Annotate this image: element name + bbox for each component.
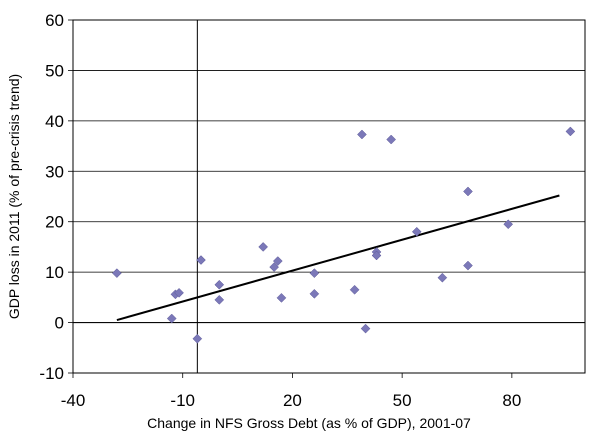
y-tick-label: 50 bbox=[45, 61, 64, 80]
y-tick-label: 20 bbox=[45, 213, 64, 232]
data-point bbox=[360, 323, 371, 334]
data-point bbox=[565, 126, 576, 137]
data-point bbox=[112, 268, 122, 279]
data-point bbox=[463, 260, 473, 271]
y-tick-label: -10 bbox=[39, 364, 64, 383]
data-point bbox=[214, 295, 225, 305]
data-point bbox=[174, 287, 184, 298]
data-point bbox=[309, 288, 320, 299]
x-tick-label: 50 bbox=[393, 391, 412, 410]
data-point bbox=[272, 256, 283, 266]
x-tick-label: 80 bbox=[502, 391, 521, 410]
data-point bbox=[371, 250, 382, 261]
data-point bbox=[349, 284, 360, 295]
data-point bbox=[192, 333, 203, 344]
data-points bbox=[112, 126, 576, 344]
data-point bbox=[309, 268, 320, 279]
y-tick-label: 10 bbox=[45, 263, 64, 282]
data-point bbox=[258, 242, 269, 252]
data-point bbox=[196, 255, 206, 265]
y-tick-label: 0 bbox=[55, 314, 64, 333]
trendline bbox=[116, 194, 560, 322]
data-point bbox=[166, 313, 177, 324]
data-point bbox=[386, 134, 397, 145]
data-point bbox=[269, 262, 279, 272]
x-tick-label: -10 bbox=[170, 391, 195, 410]
data-point bbox=[463, 186, 473, 197]
data-point bbox=[214, 279, 225, 290]
data-point bbox=[276, 293, 287, 303]
y-tick-label: 30 bbox=[45, 162, 64, 181]
data-point bbox=[411, 226, 422, 237]
gridlines bbox=[73, 19, 585, 374]
trendline-segment bbox=[116, 194, 560, 322]
x-tick-labels: -40 -10 20 50 80 bbox=[61, 391, 522, 410]
x-tick-label: 20 bbox=[283, 391, 302, 410]
plot-frame bbox=[72, 19, 586, 374]
x-tick-label: -40 bbox=[61, 391, 86, 410]
axes bbox=[68, 19, 586, 378]
y-tick-label: 60 bbox=[45, 11, 64, 30]
y-tick-labels: -10 0 10 20 30 40 50 60 bbox=[39, 11, 64, 383]
y-tick-label: 40 bbox=[45, 112, 64, 131]
data-point bbox=[503, 219, 514, 230]
y-axis-title: GDP loss in 2011 (% of pre-crisis trend) bbox=[6, 74, 22, 319]
data-point bbox=[437, 272, 448, 283]
data-point bbox=[357, 129, 367, 140]
x-axis-title: Change in NFS Gross Debt (as % of GDP), … bbox=[147, 415, 471, 431]
